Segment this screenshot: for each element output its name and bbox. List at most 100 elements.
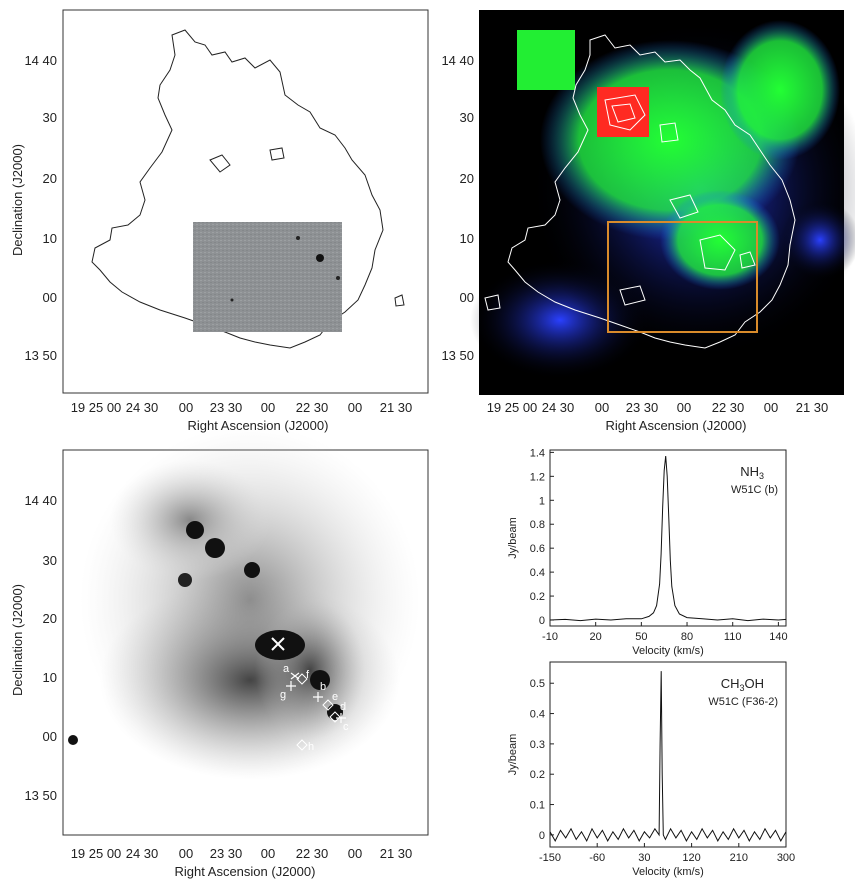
x-tick-label: 21 30: [380, 846, 413, 861]
panel-top-left: 14 40 30 20 10 00 13 50 19 25 00 24 30 0…: [10, 9, 429, 433]
x-tick-label: 19 25 00: [71, 400, 122, 415]
y-tick-label: 13 50: [24, 788, 57, 803]
x-tick-label: 00: [348, 846, 362, 861]
panel-bottom-left: a b c d e f g h 14 40 30 20 10 00 13 50 …: [10, 425, 429, 879]
x-tick-label: 23 30: [210, 846, 243, 861]
spectrum-line: [549, 671, 787, 843]
x-tick-label: 30: [638, 852, 650, 864]
y-tick-label: 30: [43, 110, 57, 125]
radio-emission-core: [255, 600, 365, 740]
y-axis-label: Jy/beam: [507, 734, 519, 776]
bright-source: [310, 670, 330, 690]
x-tick-label: 24 30: [126, 400, 159, 415]
y-tick-label: 1.4: [530, 447, 545, 459]
snr-contour-white: [507, 34, 796, 349]
x-tick-label: 19 25 00: [487, 400, 538, 415]
y-tick-label: 20: [43, 611, 57, 626]
x-axis-label: Velocity (km/s): [632, 866, 704, 878]
inset-source: [316, 254, 324, 262]
cross-marker: [271, 637, 285, 651]
diamond-marker: [296, 739, 308, 751]
y-tick-label: 30: [460, 110, 474, 125]
diamond-marker: [329, 711, 341, 723]
contour-white: [619, 285, 646, 306]
diamond-marker: [296, 673, 308, 685]
y-tick-label: 0.4: [530, 567, 545, 579]
star-marker: [313, 692, 323, 702]
marker-label: f: [306, 669, 310, 681]
y-tick-label: 13 50: [441, 348, 474, 363]
snr-contour-blob: [209, 154, 231, 173]
x-axis-label: Right Ascension (J2000): [606, 418, 747, 433]
diamond-marker: [322, 699, 334, 711]
x-tick-label: 140: [769, 631, 787, 643]
y-axis-label: Declination (J2000): [10, 584, 25, 696]
x-tick-label: 110: [724, 631, 742, 643]
y-tick-label: 0.3: [530, 739, 545, 751]
contour-white: [699, 234, 736, 271]
y-tick-label: 10: [460, 231, 474, 246]
x-tick-label: 00: [261, 846, 275, 861]
x-tick-label: 21 30: [380, 400, 413, 415]
y-tick-label: 20: [43, 171, 57, 186]
x-tick-label: 20: [590, 631, 602, 643]
y-tick-label: 10: [43, 231, 57, 246]
plot-frame: [549, 661, 787, 848]
snr-contour-blob: [269, 147, 285, 161]
radio-emission: [110, 460, 270, 580]
marker-label: a: [283, 663, 290, 675]
contour-white: [611, 103, 636, 123]
y-tick-label: 00: [460, 290, 474, 305]
bright-source: [244, 562, 260, 578]
x-tick-label: 00: [179, 400, 193, 415]
nh3-spectrum-chart: 0 0.2 0.4 0.6 0.8 1 1.2 1.4 -10 20 50 80 110 140 Veloc…: [507, 447, 788, 657]
x-tick-label: 80: [681, 631, 693, 643]
spectrum-line: [549, 455, 787, 622]
panel-frame: [62, 9, 429, 394]
y-tick-label: 14 40: [441, 53, 474, 68]
contour-white: [484, 294, 501, 311]
star-marker: [286, 681, 296, 691]
marker-label: g: [280, 689, 286, 701]
inset-source: [296, 236, 300, 240]
snr-contour: [91, 29, 384, 349]
x-tick-label: 00: [261, 400, 275, 415]
x-tick-label: 50: [635, 631, 647, 643]
bright-source: [186, 521, 204, 539]
marker-label: b: [320, 681, 326, 693]
emission-red-peak: [597, 87, 649, 137]
marker-label: c: [343, 721, 349, 733]
y-tick-label: 1.2: [530, 471, 545, 483]
y-tick-label: 14 40: [24, 493, 57, 508]
x-tick-label: 23 30: [626, 400, 659, 415]
bright-source: [178, 573, 192, 587]
contour-white: [604, 94, 646, 131]
star-marker: [336, 713, 346, 723]
molecule-label: NH3: [740, 464, 764, 481]
y-tick-label: 0: [539, 830, 545, 842]
source-label: W51C (b): [731, 484, 778, 496]
x-tick-label: -60: [589, 852, 605, 864]
y-tick-label: 14 40: [24, 53, 57, 68]
emission-green: [720, 20, 840, 160]
inset-box: [607, 221, 758, 333]
contour-white: [659, 122, 679, 143]
x-tick-label: 24 30: [542, 400, 575, 415]
x-tick-label: 22 30: [296, 400, 329, 415]
x-tick-label: -10: [542, 631, 558, 643]
x-tick-label: 23 30: [210, 400, 243, 415]
source-label: W51C (F36-2): [708, 696, 778, 708]
y-tick-label: 0.1: [530, 800, 545, 812]
y-tick-label: 13 50: [24, 348, 57, 363]
y-tick-label: 0.6: [530, 543, 545, 555]
point-source: [68, 735, 78, 745]
y-tick-label: 00: [43, 729, 57, 744]
x-tick-label: 22 30: [712, 400, 745, 415]
contour-white: [669, 194, 699, 219]
x-tick-label: 120: [682, 852, 700, 864]
x-tick-label: 00: [764, 400, 778, 415]
emission-green-block: [517, 30, 575, 90]
contour-white: [739, 251, 756, 269]
plot-frame: [549, 449, 787, 627]
